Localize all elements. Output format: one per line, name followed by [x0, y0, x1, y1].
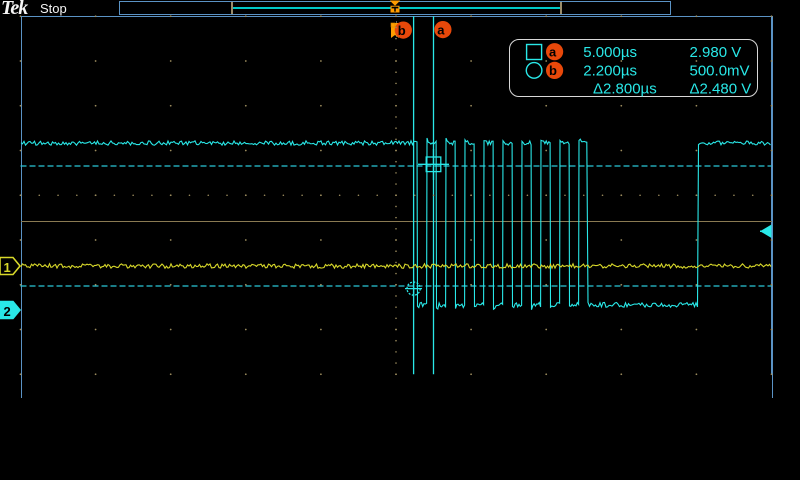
svg-text:2: 2 — [4, 304, 11, 319]
svg-text:1: 1 — [4, 260, 11, 275]
